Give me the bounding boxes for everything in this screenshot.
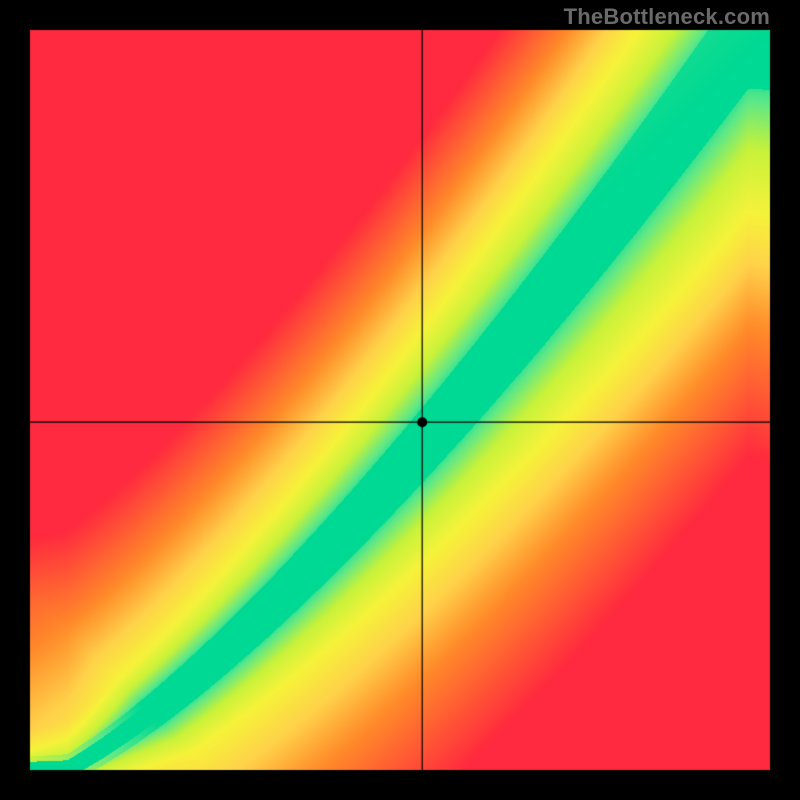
watermark-text: TheBottleneck.com [564, 4, 770, 30]
chart-container: TheBottleneck.com [0, 0, 800, 800]
heatmap-canvas [0, 0, 800, 800]
